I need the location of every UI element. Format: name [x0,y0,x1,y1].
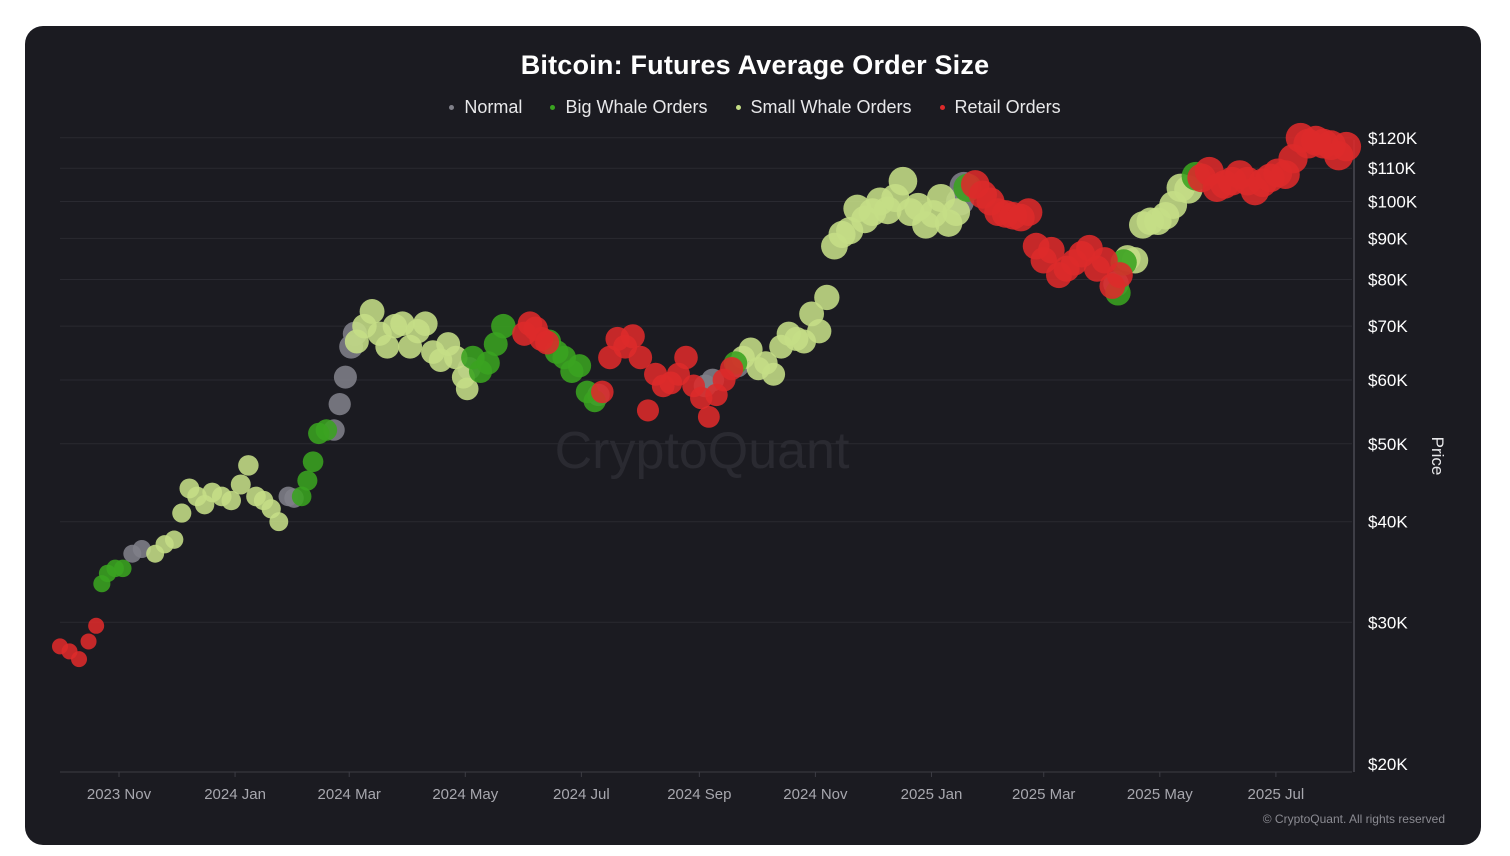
y-tick-label: $100K [1368,192,1418,211]
data-point-small-whale-orders [230,474,251,495]
data-point-retail-orders [71,651,88,668]
y-tick-label: $80K [1368,270,1408,289]
legend-label-retail: Retail Orders [954,97,1061,117]
data-point-retail-orders [88,617,105,634]
x-tick-label: 2024 Jul [553,786,610,803]
data-point-small-whale-orders [762,362,786,386]
data-point-small-whale-orders [375,334,400,359]
legend-label-big-whale: Big Whale Orders [565,97,708,117]
data-point-small-whale-orders [942,198,971,227]
data-point-small-whale-orders [359,299,385,324]
data-point-small-whale-orders [455,377,479,401]
x-tick-label: 2025 Jan [901,786,963,803]
data-point-big-whale-orders [297,470,318,491]
data-point-small-whale-orders [807,319,832,344]
legend-marker-small-whale [735,105,741,110]
data-point-retail-orders [674,345,698,370]
x-tick-label: 2024 Sep [667,786,731,803]
data-point-normal [333,365,357,389]
data-point-big-whale-orders [291,486,312,507]
data-point-big-whale-orders [315,419,338,441]
data-point-small-whale-orders [738,337,763,362]
watermark: CryptoQuant [555,422,850,480]
x-tick-label: 2025 Jul [1248,786,1305,803]
data-points [52,122,1362,668]
data-point-small-whale-orders [164,530,184,549]
x-tick-label: 2023 Nov [87,786,152,803]
data-point-retail-orders [1038,236,1065,264]
data-point-retail-orders [720,356,744,381]
legend-marker-normal [449,105,455,110]
chart-title: Bitcoin: Futures Average Order Size [520,50,990,80]
data-point-retail-orders [1106,262,1133,289]
legend: Normal Big Whale Orders Small Whale Orde… [0,97,1510,118]
x-tick-label: 2024 Jan [204,786,266,803]
data-point-retail-orders [697,405,720,428]
y-tick-label: $90K [1368,229,1408,248]
data-point-big-whale-orders [476,351,500,375]
grid-lines [60,137,1352,623]
data-point-retail-orders [591,380,614,404]
data-point-small-whale-orders [221,490,241,511]
data-point-retail-orders [80,633,97,650]
y-tick-label: $110K [1368,159,1417,178]
data-point-big-whale-orders [491,313,516,339]
legend-item-normal[interactable]: Normal [449,97,522,118]
data-point-small-whale-orders [172,503,192,523]
y-tick-label: $30K [1368,613,1408,632]
y-tick-label: $40K [1368,513,1408,532]
data-point-small-whale-orders [814,284,840,311]
data-point-small-whale-orders [443,345,468,370]
data-point-big-whale-orders [114,559,132,578]
y-axis-label: Price [1428,437,1447,476]
data-point-small-whale-orders [413,311,438,336]
legend-item-retail[interactable]: Retail Orders [939,97,1061,118]
copyright-notice: © CryptoQuant. All rights reserved [1262,812,1445,826]
data-point-retail-orders [1331,131,1362,162]
data-point-retail-orders [535,330,560,355]
x-tick-label: 2025 May [1127,786,1193,803]
y-tick-label: $120K [1368,129,1418,148]
y-tick-label: $70K [1368,317,1408,336]
data-point-big-whale-orders [567,354,592,378]
x-tick-label: 2024 Nov [783,786,848,803]
legend-marker-big-whale [550,105,556,110]
legend-label-normal: Normal [464,97,523,117]
x-tick-label: 2024 Mar [318,786,381,803]
data-point-big-whale-orders [302,451,324,472]
x-tick-label: 2024 May [432,786,498,803]
legend-marker-retail [939,105,945,110]
data-point-retail-orders [628,345,653,370]
legend-item-big-whale[interactable]: Big Whale Orders [550,97,708,118]
y-tick-label: $20K [1368,755,1408,774]
legend-label-small-whale: Small Whale Orders [750,97,912,117]
legend-item-small-whale[interactable]: Small Whale Orders [735,97,912,118]
data-point-normal [328,393,351,416]
y-axis-ticks: $20K $30K $40K $50K $60K $70K $80K $90K $100K $11… [1368,129,1418,774]
y-tick-label: $60K [1368,371,1408,390]
x-axis-ticks: 2023 Nov 2024 Jan 2024 Mar 2024 May 2024 Jul… [87,772,1304,803]
data-point-retail-orders [620,324,645,349]
data-point-retail-orders [636,399,659,422]
data-point-small-whale-orders [269,512,289,532]
data-point-retail-orders [1014,198,1043,227]
x-tick-label: 2025 Mar [1012,786,1075,803]
y-tick-label: $50K [1368,435,1408,454]
data-point-small-whale-orders [238,455,259,476]
data-point-small-whale-orders [888,166,918,196]
